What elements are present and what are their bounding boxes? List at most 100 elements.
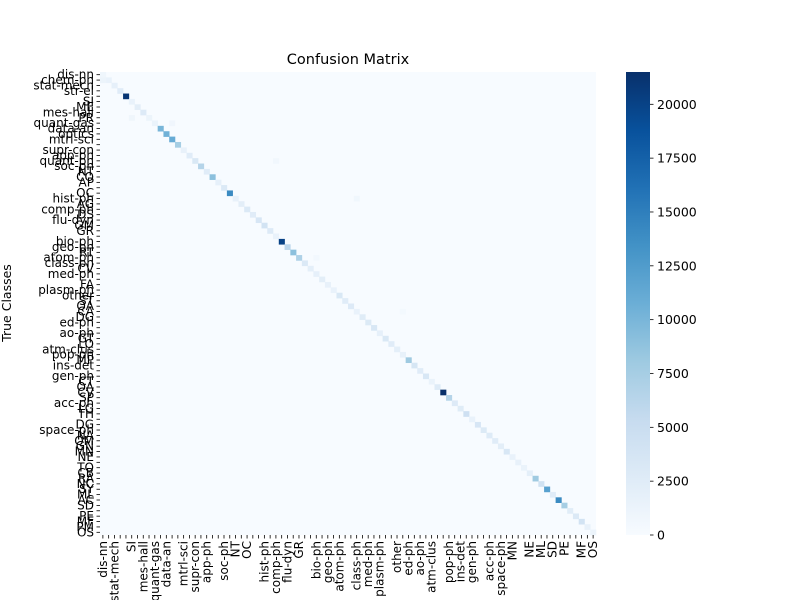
heatmap-cell-diagonal (417, 368, 424, 374)
x-tick-label: pop-ph (442, 541, 456, 583)
heatmap-cell-diagonal (169, 136, 176, 143)
x-tick-label: class-ph (350, 541, 364, 590)
y-tick-label: FA (80, 278, 95, 292)
y-tick-label: hist-ph (53, 192, 94, 206)
heatmap-cell-diagonal (457, 405, 464, 412)
heatmap-cell-diagonal (134, 104, 141, 110)
heatmap-cell-diagonal (503, 448, 510, 455)
y-tick-label: PE (79, 509, 94, 523)
y-tick-label: CA (77, 305, 94, 319)
heatmap-cell-diagonal (105, 77, 112, 84)
y-tick-label: RT (79, 245, 94, 259)
y-tick-label: other (62, 288, 94, 302)
y-tick-label: class-ph (45, 256, 94, 270)
colorbar-tick-label: 10000 (657, 312, 697, 327)
y-tick-label: quant-ph (40, 154, 94, 168)
y-tick-label: CV (77, 385, 94, 399)
y-tick-label: quant-gas (34, 116, 94, 130)
heatmap-cell-diagonal (267, 228, 274, 234)
y-tick-label: AP (79, 175, 94, 189)
heatmap-cell-diagonal (405, 357, 412, 364)
heatmap-cell-diagonal (411, 362, 418, 369)
x-tick-label: atm-clus (425, 541, 439, 593)
x-tick-label: GR (292, 541, 306, 559)
heatmap-cell-diagonal (330, 287, 337, 294)
x-tick-label: MF (575, 541, 589, 558)
y-tick-label: comp-ph (41, 202, 94, 216)
y-tick-label: NA (77, 428, 95, 442)
y-tick-label: RA (78, 471, 95, 485)
x-tick-label: OC (240, 541, 254, 559)
heatmap-cell-diagonal (111, 82, 118, 89)
y-tick-label: ins-det (53, 358, 95, 372)
y-tick-label: bio-ph (56, 235, 94, 249)
heatmap-cell-diagonal (324, 281, 331, 288)
y-tick-label: atom-ph (43, 251, 94, 265)
heatmap-cell-diagonal (278, 238, 285, 245)
x-tick-label: geo-ph (321, 541, 335, 583)
y-tick-label: PR (78, 111, 94, 125)
heatmap-cell-diagonal (163, 131, 170, 137)
x-tick-label: mes-hall (136, 541, 150, 592)
y-tick-label: LG (78, 401, 94, 415)
colorbar-tick-label: 2500 (657, 474, 689, 489)
heatmap-cell-diagonal (209, 174, 216, 180)
heatmap-cell-diagonal (474, 421, 481, 428)
heatmap-cell-diagonal (290, 249, 297, 256)
y-tick-label: dis-nn (57, 68, 94, 82)
heatmap-cell-diagonal (532, 475, 539, 482)
colorbar-tick-label: 15000 (657, 204, 697, 219)
y-tick-label: MN (75, 445, 94, 459)
heatmap-cell-diagonal (480, 427, 487, 434)
heatmap-cell-diagonal (100, 72, 107, 78)
heatmap-cell-diagonal (590, 529, 597, 536)
heatmap-cell-diagonal (578, 518, 585, 525)
y-tick-label: MP (76, 353, 94, 367)
heatmap-cell-diagonal (371, 325, 378, 331)
colorbar-tick-label: 7500 (657, 366, 689, 381)
heatmap-cell-diagonal (296, 255, 303, 261)
heatmap-cell (313, 255, 320, 261)
heatmap-cell-diagonal (555, 497, 562, 503)
colorbar-tick-label: 0 (657, 528, 665, 543)
heatmap-cell-diagonal (567, 508, 574, 514)
x-tick-label: supr-con (188, 541, 202, 593)
y-tick-label: ME (76, 100, 94, 114)
x-tick-label: NE (523, 541, 537, 558)
y-tick-label: geo-ph (52, 240, 94, 254)
x-tick-label: SD (546, 541, 560, 558)
y-tick-label: SY (79, 482, 95, 496)
heatmap-cell-diagonal (434, 384, 441, 390)
heatmap-cell-diagonal (451, 400, 458, 407)
heatmap-cell-diagonal (307, 265, 314, 272)
x-tick-label: hist-ph (257, 541, 271, 582)
x-tick-label: bio-ph (309, 541, 323, 579)
y-tick-label: CB (77, 466, 94, 480)
y-tick-label: ao-ph (60, 326, 94, 340)
heatmap-cell-diagonal (515, 459, 522, 466)
heatmap-cell-diagonal (128, 98, 135, 105)
heatmap-cell-diagonal (313, 271, 320, 277)
y-tick-label: data-an (48, 122, 94, 136)
y-tick-label: med-ph (48, 267, 94, 281)
heatmap-cell-diagonal (376, 330, 383, 337)
x-tick-label: flu-dyn (280, 541, 294, 583)
heatmap-cell-diagonal (146, 115, 153, 121)
heatmap-cell-diagonal (336, 292, 343, 299)
x-tick-label: other (390, 541, 404, 573)
x-tick-label: quant-gas (148, 541, 162, 600)
y-tick-label: GM (74, 218, 94, 232)
heatmap-cell-diagonal (198, 163, 205, 170)
y-tick-label: ML (77, 488, 94, 502)
colorbar-tick-label: 12500 (657, 258, 697, 273)
y-tick-label: GR (76, 224, 94, 238)
colorbar-tick-label: 5000 (657, 420, 689, 435)
heatmap-cell-diagonal (244, 206, 251, 213)
y-tick-label: DG (75, 310, 94, 324)
x-tick-label: ML (534, 541, 548, 558)
heatmap-cell-diagonal (221, 185, 228, 191)
heatmap-cell-diagonal (226, 190, 233, 197)
x-tick-label: gen-ph (465, 541, 479, 583)
